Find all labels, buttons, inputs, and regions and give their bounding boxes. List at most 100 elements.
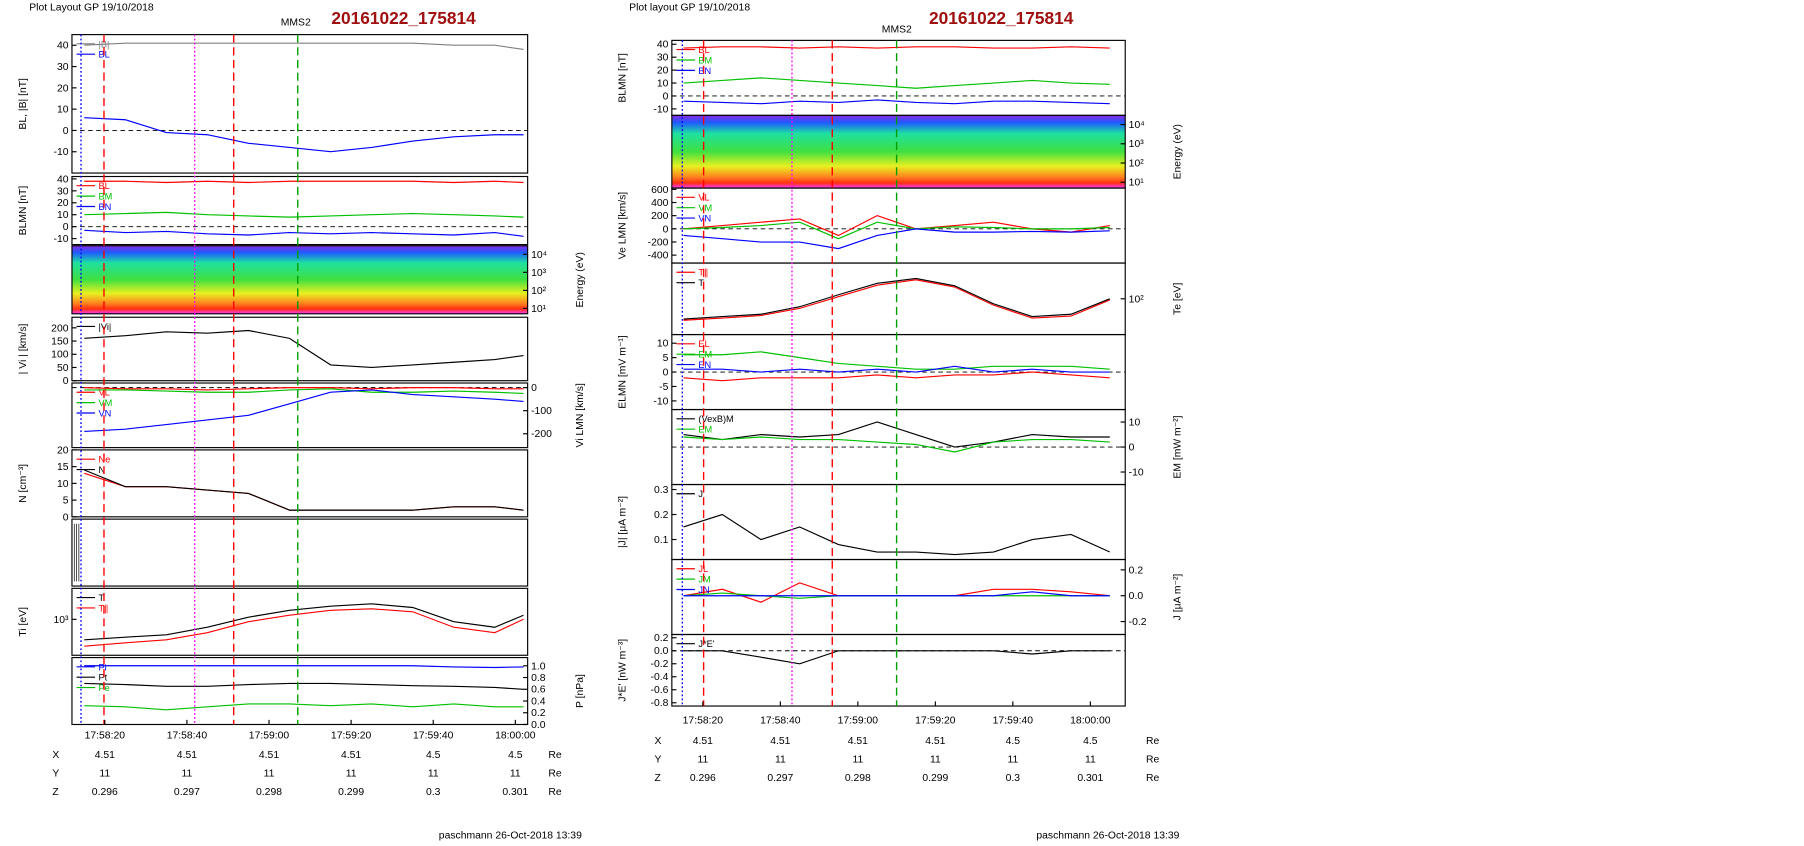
x-tick-label: 17:58:40 xyxy=(167,730,208,741)
y-axis-label: P [nPa] xyxy=(575,674,586,708)
table-cell: 4.51 xyxy=(95,750,115,761)
y-tick-label: 0 xyxy=(663,91,669,102)
legend-label: EM xyxy=(698,350,712,360)
y-tick-label: 20 xyxy=(57,445,69,456)
table-cell: 11 xyxy=(510,768,521,779)
y-tick-label: 10 xyxy=(57,479,69,490)
legend-label: |B| xyxy=(98,39,109,49)
x-tick-label: 18:00:00 xyxy=(1070,715,1111,726)
unit: Re xyxy=(1146,736,1159,747)
table-cell: 0.301 xyxy=(502,787,528,798)
x-tick-label: 17:58:20 xyxy=(683,715,724,726)
series-line xyxy=(683,436,1110,453)
y-axis-label: J [μA m⁻²] xyxy=(1173,574,1184,621)
series-line xyxy=(84,389,524,433)
y-tick-label: -10 xyxy=(1129,467,1144,478)
y-tick-label: 10² xyxy=(1129,294,1145,305)
y-tick-label: -0.6 xyxy=(650,685,668,696)
y-axis-label: J*E' [nW m⁻³] xyxy=(618,639,629,702)
y-axis-label: Ti [eV] xyxy=(18,607,29,637)
y-axis-label: Energy (eV) xyxy=(1173,124,1184,179)
table-cell: 4.51 xyxy=(259,750,279,761)
panel-frame xyxy=(671,262,1126,336)
table-cell: 0.297 xyxy=(767,773,793,784)
y-tick-label: 0.3 xyxy=(654,485,669,496)
y-tick-label: 0.2 xyxy=(531,708,546,719)
table-cell: 0.298 xyxy=(256,787,282,798)
table-cell: 4.5 xyxy=(1083,736,1098,747)
unit: Re xyxy=(1146,755,1159,766)
y-tick-label: -5 xyxy=(659,382,668,393)
table-cell: 4.51 xyxy=(848,736,868,747)
x-tick-label: 17:58:20 xyxy=(85,730,126,741)
y-tick-label: -10 xyxy=(53,234,68,245)
series-line xyxy=(683,277,1110,320)
y-tick-label: 40 xyxy=(57,41,69,52)
panel-frame xyxy=(71,175,529,246)
series-line xyxy=(84,682,524,690)
panel-frame xyxy=(671,633,1126,707)
y-tick-label: 40 xyxy=(657,40,669,51)
legend-label: T xyxy=(98,593,104,603)
series-line xyxy=(84,180,524,184)
instrument: MMS2 xyxy=(882,24,912,35)
y-tick-label: 0.2 xyxy=(1129,565,1144,576)
y-tick-label: 20 xyxy=(657,66,669,77)
spectrogram xyxy=(71,245,528,314)
table-cell: 4.51 xyxy=(341,750,361,761)
y-axis-label: Te [eV] xyxy=(1173,283,1184,315)
series-line xyxy=(84,42,524,51)
table-cell: 11 xyxy=(99,768,110,779)
series-line xyxy=(683,351,1110,370)
table-cell: 0.301 xyxy=(1077,773,1103,784)
legend-label: JL xyxy=(698,564,708,574)
series-line xyxy=(84,211,524,218)
y-tick-label: 30 xyxy=(657,53,669,64)
panel-frame xyxy=(71,34,529,174)
table-cell: 4.5 xyxy=(426,750,441,761)
x-tick-label: 17:59:00 xyxy=(838,715,879,726)
y-axis-label: Ve LMN [km/s] xyxy=(618,192,629,260)
y-tick-label: 0 xyxy=(63,376,69,387)
legend-label: BM xyxy=(98,192,112,202)
y-tick-label: 10³ xyxy=(53,615,69,626)
y-tick-label: -100 xyxy=(531,406,552,417)
legend-label: BL xyxy=(98,181,109,191)
panel-frame xyxy=(71,518,529,587)
footer: paschmann 26-Oct-2018 13:39 xyxy=(1036,831,1179,841)
y-tick-label: 0 xyxy=(663,224,669,235)
y-axis-label: Energy (eV) xyxy=(575,252,586,307)
spectrogram xyxy=(671,115,1126,189)
y-axis-label: EM [mW m⁻²] xyxy=(1173,415,1184,478)
table-cell: 0.3 xyxy=(426,787,441,798)
y-tick-label: -0.2 xyxy=(650,659,668,670)
y-axis-label: N [cm⁻³] xyxy=(18,464,29,503)
y-tick-label: 0.2 xyxy=(654,510,669,521)
x-tick-label: 18:00:00 xyxy=(495,730,536,741)
y-tick-label: 20 xyxy=(57,83,69,94)
y-tick-label: 150 xyxy=(51,337,69,348)
panel-frame xyxy=(71,245,529,315)
y-tick-label: 30 xyxy=(57,62,69,73)
y-tick-label: 10⁴ xyxy=(1129,120,1145,131)
unit: Re xyxy=(548,787,561,798)
y-axis-label: |J| [μA m⁻²] xyxy=(618,496,629,548)
table-cell: 11 xyxy=(852,755,863,766)
y-tick-label: 200 xyxy=(51,323,69,334)
row-label: Z xyxy=(655,773,662,784)
series-line xyxy=(683,77,1110,89)
legend-label: J*E' xyxy=(698,639,714,649)
table-cell: 0.296 xyxy=(690,773,716,784)
legend-label: VM xyxy=(698,203,712,213)
table-cell: 11 xyxy=(930,755,941,766)
y-axis-label: BL, |B| [nT] xyxy=(18,78,29,130)
y-tick-label: 10¹ xyxy=(531,304,547,315)
row-label: Y xyxy=(52,768,59,779)
y-tick-label: -200 xyxy=(531,429,552,440)
series-line xyxy=(683,591,1110,597)
series-line xyxy=(683,99,1110,105)
legend-label: VM xyxy=(98,398,112,408)
table-cell: 11 xyxy=(1085,755,1096,766)
y-tick-label: -0.2 xyxy=(1129,617,1147,628)
table-cell: 0.299 xyxy=(922,773,948,784)
